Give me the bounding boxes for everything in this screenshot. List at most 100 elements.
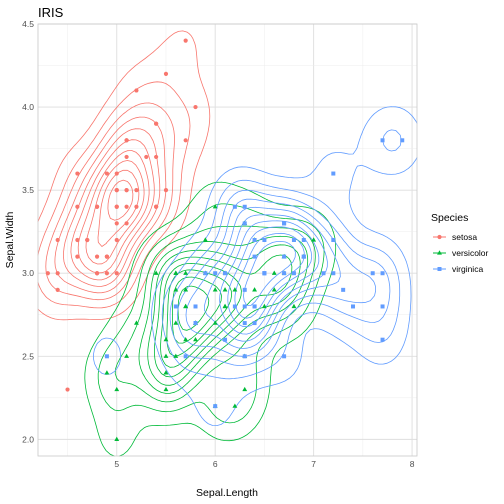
- data-point-virginica: [213, 404, 218, 409]
- density-contour-setosa: [77, 150, 150, 274]
- legend-label-setosa: setosa: [452, 232, 477, 242]
- density-contour-virginica: [234, 232, 305, 319]
- data-point-versicolor: [183, 270, 189, 275]
- data-point-virginica: [400, 138, 405, 143]
- density-contour-versicolor: [138, 235, 309, 394]
- data-point-virginica: [282, 254, 287, 259]
- y-tick-label: 3.5: [22, 185, 34, 195]
- y-tick-label: 4.0: [22, 102, 34, 112]
- data-point-setosa: [45, 271, 50, 276]
- density-contour-setosa: [37, 30, 211, 321]
- density-contour-setosa: [107, 179, 134, 221]
- x-tick-label: 5: [114, 459, 119, 469]
- data-point-setosa: [134, 204, 139, 209]
- data-point-virginica: [331, 171, 336, 176]
- data-point-versicolor: [232, 403, 238, 408]
- data-point-versicolor: [134, 320, 139, 325]
- data-point-setosa: [114, 188, 119, 193]
- data-point-setosa: [134, 88, 139, 93]
- density-contour-setosa: [45, 102, 175, 301]
- density-contour-setosa: [37, 81, 191, 309]
- data-point-virginica: [380, 138, 385, 143]
- data-point-virginica: [301, 254, 306, 259]
- data-point-virginica: [291, 238, 296, 242]
- density-contour-virginica: [185, 206, 341, 349]
- data-point-setosa: [183, 38, 188, 43]
- density-contour-virginica: [93, 106, 418, 426]
- data-point-setosa: [154, 204, 159, 209]
- data-point-setosa: [163, 188, 169, 193]
- data-point-versicolor: [291, 303, 297, 309]
- data-point-setosa: [114, 204, 119, 209]
- data-point-versicolor: [114, 386, 120, 392]
- data-point-versicolor: [173, 287, 179, 292]
- data-point-setosa: [163, 71, 169, 76]
- data-point-virginica: [223, 337, 228, 342]
- data-point-virginica: [213, 271, 218, 276]
- data-point-setosa: [94, 271, 100, 276]
- data-point-setosa: [75, 171, 80, 176]
- data-point-virginica: [331, 238, 336, 242]
- data-point-virginica: [380, 337, 385, 342]
- data-point-setosa: [75, 237, 80, 243]
- data-point-virginica: [282, 221, 287, 226]
- data-point-setosa: [75, 204, 80, 209]
- data-point-versicolor: [153, 270, 159, 275]
- data-point-setosa: [55, 237, 60, 243]
- data-point-setosa: [114, 271, 119, 276]
- data-point-setosa: [144, 154, 149, 160]
- data-point-versicolor: [271, 287, 277, 292]
- data-point-versicolor: [212, 320, 218, 325]
- data-point-virginica: [252, 321, 257, 326]
- data-point-setosa: [134, 188, 139, 193]
- data-point-virginica: [262, 238, 267, 242]
- density-contour-virginica: [219, 220, 320, 335]
- data-point-versicolor: [173, 270, 179, 275]
- data-point-virginica: [232, 304, 237, 309]
- data-point-versicolor: [202, 237, 208, 242]
- data-point-versicolor: [222, 303, 228, 309]
- data-point-setosa: [94, 204, 100, 209]
- data-point-virginica: [291, 271, 296, 276]
- y-tick-label: 4.5: [22, 19, 34, 29]
- data-point-virginica: [252, 304, 257, 309]
- chart-title: IRIS: [38, 5, 64, 20]
- data-point-virginica: [301, 238, 306, 242]
- data-point-versicolor: [183, 336, 189, 342]
- data-point-setosa: [104, 271, 110, 276]
- points-layer: [45, 38, 405, 442]
- data-point-versicolor: [271, 270, 277, 275]
- data-point-versicolor: [222, 287, 228, 292]
- data-point-versicolor: [183, 303, 189, 309]
- data-point-setosa: [65, 387, 70, 392]
- data-point-setosa: [154, 154, 159, 160]
- data-point-versicolor: [124, 353, 130, 358]
- data-point-setosa: [124, 138, 129, 143]
- data-point-virginica: [370, 271, 375, 276]
- data-point-setosa: [193, 104, 198, 110]
- density-contour-virginica: [204, 214, 328, 342]
- legend-key-marker-virginica: [437, 267, 442, 271]
- data-point-virginica: [242, 321, 247, 326]
- y-tick-label: 2.5: [22, 351, 34, 361]
- data-point-virginica: [252, 254, 257, 259]
- y-tick-label: 3.0: [22, 268, 34, 278]
- x-tick-label: 8: [410, 459, 415, 469]
- legend-key-marker-versicolor: [437, 250, 442, 255]
- data-point-virginica: [232, 204, 237, 209]
- data-point-versicolor: [311, 237, 317, 242]
- data-point-versicolor: [173, 320, 179, 325]
- data-point-versicolor: [163, 370, 169, 375]
- data-point-setosa: [124, 188, 129, 193]
- data-point-versicolor: [114, 436, 120, 442]
- x-tick-label: 6: [213, 459, 218, 469]
- data-point-setosa: [124, 154, 129, 160]
- y-axis-title: Sepal.Width: [4, 212, 16, 269]
- data-point-virginica: [331, 271, 336, 276]
- data-point-virginica: [380, 304, 385, 309]
- data-point-setosa: [124, 221, 129, 226]
- data-point-versicolor: [183, 287, 189, 292]
- data-point-setosa: [85, 237, 90, 243]
- data-point-virginica: [104, 354, 109, 359]
